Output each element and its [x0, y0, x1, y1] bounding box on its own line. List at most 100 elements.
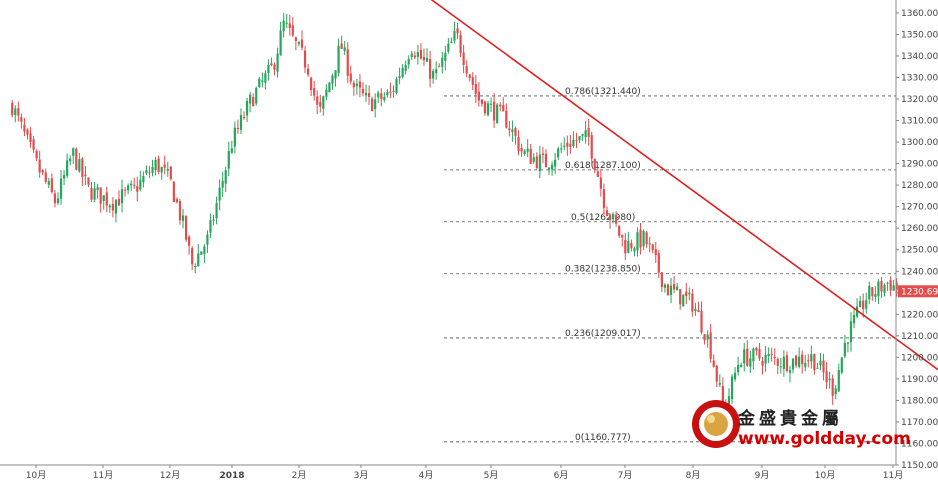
candle-body [770, 353, 773, 355]
candle-body [438, 66, 441, 68]
candle-body [560, 148, 563, 150]
y-tick-label: 1290.000 [901, 160, 938, 170]
candle-body [541, 153, 545, 155]
candle-body [59, 178, 63, 199]
candle-body [151, 167, 154, 173]
candle-body [105, 192, 108, 206]
candle-body [194, 265, 197, 268]
candle-body [804, 362, 807, 368]
candle-body [410, 53, 413, 58]
candle-body [776, 358, 779, 366]
candle-body [62, 175, 66, 179]
x-tick-label: 5月 [484, 470, 499, 481]
fib-level-label: 0.786(1321.440) [565, 87, 641, 97]
candle-body [444, 52, 447, 61]
candle-body [166, 169, 169, 171]
x-tick-label: 11月 [93, 470, 113, 481]
candle-body [773, 356, 776, 358]
candle-body [578, 136, 581, 141]
candle-body [581, 134, 584, 136]
candle-body [374, 99, 377, 110]
candle-body [575, 140, 578, 142]
candle-body [517, 136, 520, 152]
candle-body [666, 284, 670, 296]
candle-body [764, 354, 767, 364]
candle-body [316, 96, 319, 105]
candle-body [886, 282, 889, 284]
candle-body [157, 158, 160, 172]
candle-body [557, 148, 560, 158]
x-tick-label: 11月 [883, 470, 903, 481]
candle-body [236, 128, 240, 130]
candle-body [14, 108, 17, 115]
candle-body [477, 91, 480, 101]
candle-body [191, 248, 194, 265]
candle-body [859, 300, 862, 307]
candle-body [279, 30, 282, 56]
candle-body [621, 234, 624, 238]
candle-body [367, 93, 371, 97]
candle-body [56, 198, 60, 203]
candle-body [130, 183, 133, 186]
y-tick-label: 1340.000 [901, 52, 938, 62]
candle-body [688, 292, 691, 295]
candle-body [572, 139, 575, 147]
candle-body [499, 104, 502, 107]
candle-body [99, 187, 102, 204]
candle-body [401, 67, 404, 78]
candle-body [139, 179, 142, 190]
candle-body [611, 213, 615, 220]
candle-body [44, 172, 47, 182]
candle-body [889, 280, 892, 291]
candle-body [172, 181, 175, 203]
trendline-layer [430, 0, 938, 371]
y-tick-label: 1330.000 [901, 74, 938, 84]
candle-body [721, 386, 724, 404]
candle-body [200, 251, 203, 255]
candle-body [425, 57, 429, 62]
candle-body [538, 154, 541, 172]
candle-body [587, 127, 590, 137]
x-tick-label: 4月 [419, 470, 434, 481]
fib-level-label: 0.5(1262.980) [571, 213, 635, 223]
candle-body [90, 187, 93, 200]
candle-body [404, 65, 407, 71]
candle-body [743, 349, 746, 364]
candle-body [297, 41, 301, 44]
candle-body [261, 80, 264, 82]
candle-body [380, 93, 383, 100]
candle-body [779, 366, 782, 368]
candle-body [480, 99, 484, 104]
candle-body [145, 170, 148, 174]
fibonacci-levels: 1(1366.163) 0.786(1321.440) 0.618(1287.100… [444, 0, 896, 443]
candle-body [87, 177, 90, 185]
candle-body [505, 110, 508, 128]
candle-body [111, 204, 114, 211]
candle-body [23, 124, 26, 132]
candle-body [154, 159, 157, 171]
candle-body [163, 164, 166, 168]
candle-body [676, 286, 679, 291]
candle-body [535, 156, 538, 169]
resistance-trendline [430, 0, 938, 371]
candle-body [709, 332, 712, 359]
x-tick-label: 7月 [618, 470, 633, 481]
candle-body [169, 166, 172, 180]
candle-body [114, 200, 118, 214]
y-tick-label: 1180.000 [901, 396, 938, 406]
candle-body [679, 289, 682, 305]
candle-body [66, 160, 69, 176]
y-tick-label: 1150.000 [901, 461, 938, 471]
candle-body [102, 195, 105, 201]
candle-body [50, 178, 53, 193]
candle-body [319, 101, 322, 107]
candle-body [526, 148, 529, 152]
x-tick-label: 10月 [26, 470, 46, 481]
x-tick-label: 8月 [686, 470, 701, 481]
candle-body [755, 347, 758, 351]
candle-body [340, 43, 343, 49]
candle-body [532, 157, 535, 162]
candle-body [224, 170, 227, 184]
candle-body [511, 129, 514, 133]
